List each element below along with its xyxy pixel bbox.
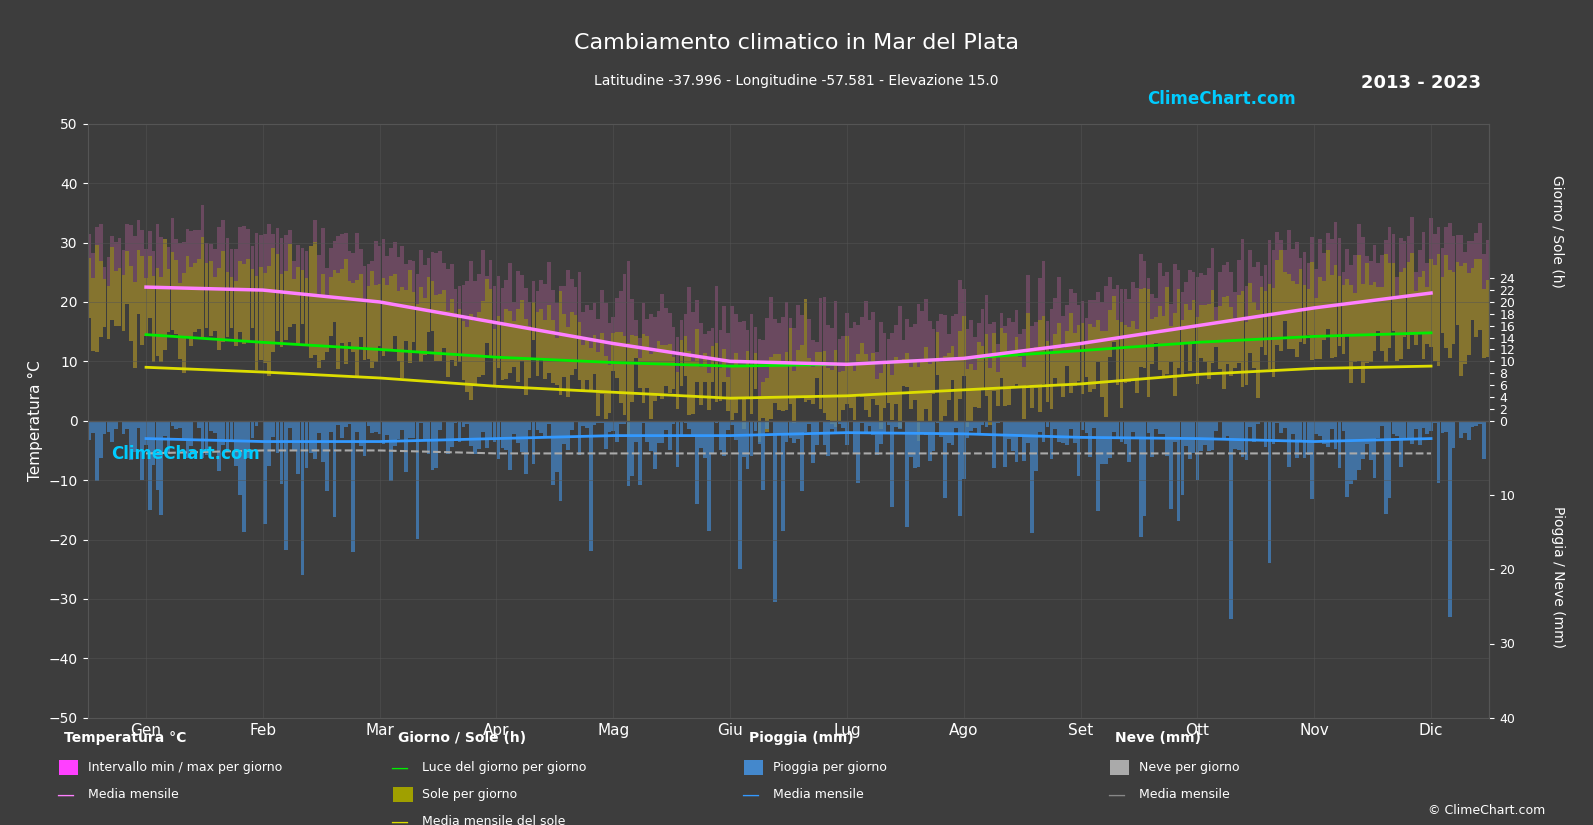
Text: —: — xyxy=(390,813,408,825)
Text: —: — xyxy=(1107,785,1125,804)
Text: Giorno / Sole (h): Giorno / Sole (h) xyxy=(398,732,526,745)
Text: Neve per giorno: Neve per giorno xyxy=(1139,761,1239,774)
Text: ClimeChart.com: ClimeChart.com xyxy=(112,445,260,463)
Text: Pioggia (mm): Pioggia (mm) xyxy=(749,732,854,745)
Text: —: — xyxy=(390,758,408,776)
Text: Intervallo min / max per giorno: Intervallo min / max per giorno xyxy=(88,761,282,774)
Text: Media mensile: Media mensile xyxy=(1139,788,1230,801)
Text: Latitudine -37.996 - Longitudine -57.581 - Elevazione 15.0: Latitudine -37.996 - Longitudine -57.581… xyxy=(594,74,999,88)
Text: Luce del giorno per giorno: Luce del giorno per giorno xyxy=(422,761,586,774)
Text: Sole per giorno: Sole per giorno xyxy=(422,788,518,801)
Text: 2013 - 2023: 2013 - 2023 xyxy=(1362,74,1481,92)
Text: Media mensile: Media mensile xyxy=(88,788,178,801)
Text: —: — xyxy=(56,785,73,804)
Text: ClimeChart.com: ClimeChart.com xyxy=(1147,90,1295,108)
Text: Pioggia per giorno: Pioggia per giorno xyxy=(773,761,886,774)
Y-axis label: Temperatura °C: Temperatura °C xyxy=(29,361,43,481)
Text: Cambiamento climatico in Mar del Plata: Cambiamento climatico in Mar del Plata xyxy=(573,33,1020,53)
Text: —: — xyxy=(741,785,758,804)
Text: Temperatura °C: Temperatura °C xyxy=(64,732,186,745)
Text: Giorno / Sole (h): Giorno / Sole (h) xyxy=(1552,175,1564,287)
Text: © ClimeChart.com: © ClimeChart.com xyxy=(1427,804,1545,817)
Text: Neve (mm): Neve (mm) xyxy=(1115,732,1201,745)
Text: Media mensile del sole: Media mensile del sole xyxy=(422,815,566,825)
Text: Pioggia / Neve (mm): Pioggia / Neve (mm) xyxy=(1552,507,1564,648)
Text: Media mensile: Media mensile xyxy=(773,788,863,801)
